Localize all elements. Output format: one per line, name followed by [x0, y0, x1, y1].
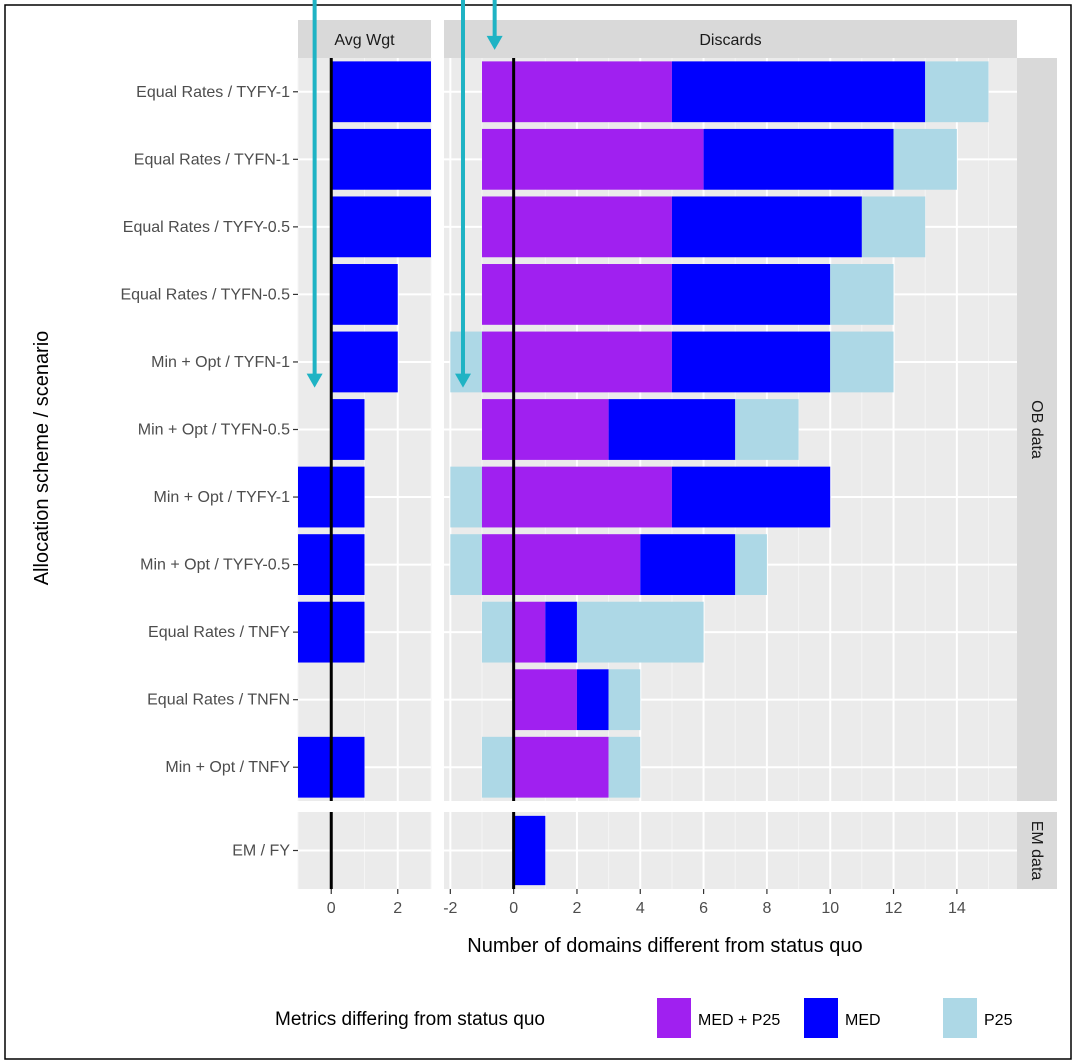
- bar-segment: [703, 128, 894, 190]
- strip-label-em: EM data: [1028, 821, 1045, 881]
- y-tick-label: Min + Opt / TYFY-1: [154, 489, 291, 506]
- legend-key: [943, 998, 977, 1038]
- bar-segment: [671, 331, 831, 393]
- y-tick-label: Min + Opt / TNFY: [165, 759, 290, 776]
- bar-segment: [735, 399, 799, 460]
- x-tick-label: 10: [821, 900, 839, 917]
- bar-segment: [513, 736, 609, 798]
- x-tick-label: 4: [636, 900, 645, 917]
- x-tick-label: 14: [948, 900, 966, 917]
- y-tick-label: Min + Opt / TYFN-0.5: [138, 422, 290, 439]
- figure-border: [4, 4, 1072, 1060]
- bar-segment: [450, 331, 482, 393]
- legend-label: MED + P25: [698, 1012, 780, 1029]
- x-tick-label: 12: [885, 900, 903, 917]
- y-tick-label: Min + Opt / TYFY-0.5: [140, 557, 290, 574]
- bar-segment: [481, 736, 514, 798]
- bar-segment: [481, 331, 672, 393]
- bar-segment: [481, 534, 641, 595]
- y-axis: Equal Rates / TYFY-1 Equal Rates / TYFN-1…: [120, 84, 298, 860]
- x-tick-label: 0: [509, 900, 518, 917]
- bar-segment: [513, 669, 577, 731]
- legend-label: MED: [845, 1012, 881, 1029]
- strip-dis: [444, 20, 1017, 58]
- bar-segment: [331, 331, 398, 393]
- x-tick-label: -2: [443, 900, 457, 917]
- bar-segment: [450, 534, 482, 595]
- annotation-arrows: [306, 0, 503, 388]
- arrow-head: [454, 373, 471, 388]
- x-tick-label: 2: [393, 900, 402, 917]
- bar-segment: [513, 815, 546, 886]
- bar-segment: [481, 466, 672, 528]
- strip-label-ob: OB data: [1028, 400, 1045, 459]
- legend: Metrics differing from status quo MED + …: [275, 998, 1013, 1038]
- x-axis: 0 2 -2 0 2 4 6 8 10 12 14: [327, 889, 966, 917]
- bar-segment: [481, 128, 704, 190]
- bar-segment: [893, 128, 957, 190]
- x-tick-label: 2: [573, 900, 582, 917]
- bar-segment: [331, 399, 365, 460]
- bar-segment: [671, 61, 926, 123]
- bar-segment: [331, 264, 398, 325]
- y-tick-label: Equal Rates / TNFY: [148, 624, 290, 641]
- bar-segment: [640, 534, 736, 595]
- x-axis-title: Number of domains different from status …: [467, 935, 862, 957]
- legend-key: [657, 998, 691, 1038]
- bar-segment: [481, 196, 672, 258]
- bar-segment: [481, 601, 514, 663]
- bar-segment: [608, 736, 641, 798]
- y-tick-label: Min + Opt / TYFN-1: [151, 354, 290, 371]
- bar-segment: [671, 264, 831, 325]
- bar-segment: [671, 196, 862, 258]
- arrow-head: [486, 35, 503, 50]
- x-tick-label: 0: [327, 900, 336, 917]
- bar-segment: [576, 601, 704, 663]
- bar-segment: [925, 61, 989, 123]
- bar-segment: [671, 466, 831, 528]
- legend-title: Metrics differing from status quo: [275, 1009, 545, 1030]
- bar-segment: [331, 128, 431, 190]
- bar-segment: [331, 61, 431, 123]
- bar-segment: [608, 669, 641, 731]
- arrow-head: [306, 373, 323, 388]
- y-tick-label: Equal Rates / TYFY-0.5: [123, 219, 290, 236]
- bar-segment: [331, 196, 431, 258]
- bar-segment: [576, 669, 609, 731]
- reference-lines: [329, 58, 516, 889]
- strip-label-avg: Avg Wgt: [334, 32, 395, 49]
- y-tick-label: Equal Rates / TYFY-1: [136, 84, 290, 101]
- y-tick-label: EM / FY: [232, 843, 290, 860]
- x-tick-label: 6: [699, 900, 708, 917]
- bar-segment: [481, 61, 672, 123]
- bar-segment: [545, 601, 577, 663]
- strip-em: [1017, 812, 1057, 889]
- bars: [298, 61, 989, 886]
- y-tick-label: Equal Rates / TYFN-1: [134, 151, 290, 168]
- bar-segment: [861, 196, 926, 258]
- y-axis-title: Allocation scheme / scenario: [31, 331, 53, 586]
- bar-segment: [481, 399, 609, 460]
- strip-avg: [298, 20, 431, 58]
- bar-segment: [481, 264, 672, 325]
- bar-segment: [450, 466, 482, 528]
- bar-segment: [830, 331, 894, 393]
- strip-label-dis: Discards: [699, 32, 761, 49]
- y-tick-label: Equal Rates / TNFN: [147, 692, 290, 709]
- bar-segment: [513, 601, 546, 663]
- facet-strips: Avg Wgt Discards OB data EM data: [298, 20, 1057, 889]
- bar-segment: [735, 534, 767, 595]
- bar-segment: [608, 399, 736, 460]
- strip-ob: [1017, 58, 1057, 801]
- y-tick-label: Equal Rates / TYFN-0.5: [120, 286, 290, 303]
- bar-segment: [830, 264, 894, 325]
- x-tick-label: 8: [762, 900, 771, 917]
- legend-label: P25: [984, 1012, 1013, 1029]
- legend-key: [804, 998, 838, 1038]
